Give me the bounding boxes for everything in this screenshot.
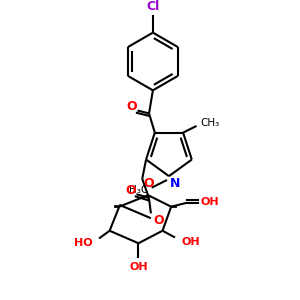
Text: OH: OH xyxy=(200,197,219,207)
Text: N: N xyxy=(170,177,180,190)
Text: OH: OH xyxy=(129,262,148,272)
Text: O: O xyxy=(154,214,164,227)
Text: O: O xyxy=(144,177,154,190)
Text: Cl: Cl xyxy=(146,0,160,14)
Text: CH₃: CH₃ xyxy=(200,118,220,128)
Text: H₃C: H₃C xyxy=(128,184,148,195)
Text: O: O xyxy=(125,184,136,197)
Text: O: O xyxy=(126,100,137,113)
Text: OH: OH xyxy=(182,237,200,247)
Text: HO: HO xyxy=(74,238,92,248)
